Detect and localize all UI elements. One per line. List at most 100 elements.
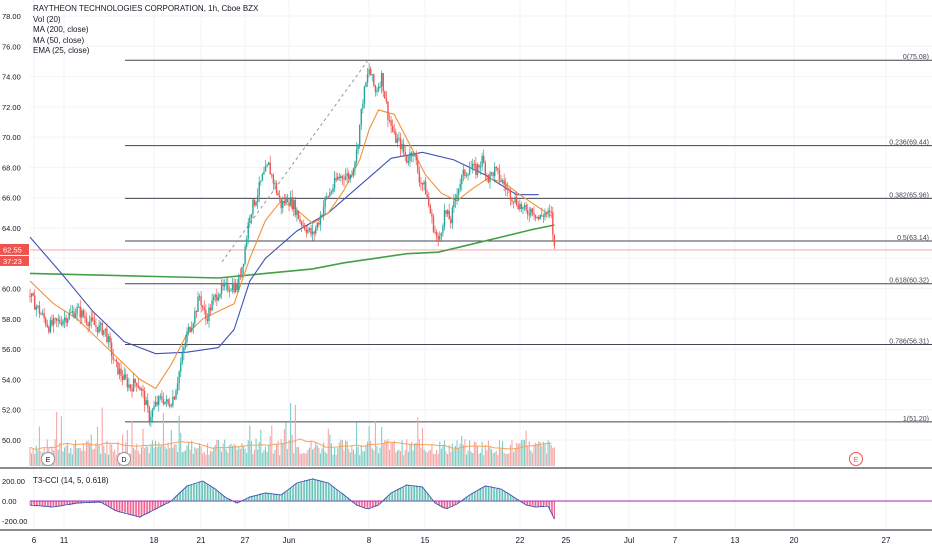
volume-bar <box>379 447 381 466</box>
volume-bar <box>269 436 271 466</box>
candle-body <box>74 313 77 318</box>
candle-body <box>109 336 111 343</box>
volume-bar <box>534 442 537 466</box>
indicator-ema25[interactable]: EMA (25, close) <box>33 46 90 55</box>
volume-bar <box>524 440 526 466</box>
volume-bar <box>475 442 477 466</box>
candle-body <box>206 319 209 321</box>
volume-bar <box>503 452 505 466</box>
volume-bar <box>393 440 395 466</box>
volume-bar <box>436 449 438 466</box>
candle-body <box>409 152 411 162</box>
price-tick-label: 66.00 <box>2 194 21 203</box>
volume-bar <box>340 439 342 466</box>
fibonacci-retracement[interactable]: 0(75.08) 0.236(69.44) 0.382(65.96) 0.5(63.1… <box>125 54 932 423</box>
volume-bar <box>70 447 72 466</box>
volume-bar <box>192 453 194 466</box>
candle-body <box>82 310 85 317</box>
volume-bar <box>527 445 529 466</box>
volume-bar <box>264 446 267 466</box>
candle-body <box>96 326 99 333</box>
candle-body <box>384 91 386 99</box>
volume-bar <box>257 449 259 466</box>
volume-bar <box>167 442 169 466</box>
candle-body <box>227 282 229 291</box>
volume-bar <box>450 452 452 466</box>
candle-body <box>393 131 395 133</box>
price-tick-label: 54.00 <box>2 375 21 384</box>
candle-body <box>162 399 165 404</box>
candle-body <box>40 313 42 315</box>
candle-body <box>368 69 370 75</box>
volume-bar <box>79 447 81 466</box>
cci-indicator-label[interactable]: T3-CCI (14, 5, 0.618) <box>33 476 109 485</box>
volume-bar <box>220 451 223 466</box>
candle-body <box>282 201 284 209</box>
volume-bar <box>305 453 307 466</box>
volume-bar <box>126 430 128 466</box>
fib-level-label: 0(75.08) <box>903 54 929 61</box>
candle-body <box>548 210 551 212</box>
volume-bar <box>382 443 384 466</box>
indicator-ma50[interactable]: MA (50, close) <box>33 35 85 45</box>
volume-bar <box>200 446 202 466</box>
volume-bar <box>139 453 141 466</box>
candle-body <box>212 297 215 301</box>
candle-body <box>511 199 513 202</box>
volume-bar <box>335 454 337 466</box>
symbol-title[interactable]: RAYTHEON TECHNOLOGIES CORPORATION, 1h, C… <box>33 4 259 13</box>
candle-body <box>428 197 430 206</box>
volume-bar <box>282 443 284 466</box>
candle-body <box>432 216 435 232</box>
volume-bar <box>137 450 139 466</box>
volume-bar <box>155 440 157 466</box>
candle-body <box>443 210 446 227</box>
candle-body <box>173 396 176 400</box>
volume-bar <box>114 449 116 466</box>
price-tick-label: 72.00 <box>2 103 21 112</box>
indicator-ma200[interactable]: MA (200, close) <box>33 25 89 34</box>
volume-bar <box>506 454 508 466</box>
volume-bar <box>242 446 245 466</box>
candle-body <box>230 290 232 292</box>
candle-body <box>374 85 377 92</box>
candle-body <box>415 153 417 161</box>
volume-bar <box>412 450 414 466</box>
volume-bar <box>151 440 154 466</box>
volume-bar <box>429 449 431 466</box>
candle-body <box>137 385 140 388</box>
candle-body <box>498 169 501 180</box>
candle-body <box>346 173 348 176</box>
volume-bar <box>150 444 152 466</box>
candle-body <box>107 336 110 343</box>
candle-body <box>134 379 136 383</box>
volume-bar <box>134 449 136 466</box>
candle-body <box>308 228 311 230</box>
volume-bar <box>173 444 175 466</box>
candle-body <box>376 90 378 92</box>
volume-bar <box>288 439 290 466</box>
volume-bar <box>56 412 58 466</box>
volume-bar <box>103 445 105 466</box>
volume-bar <box>377 453 380 466</box>
volume-bar <box>467 450 469 466</box>
candle-body <box>322 206 325 215</box>
candle-body <box>184 341 187 348</box>
volume-bar <box>233 443 235 466</box>
candle-body <box>475 163 477 175</box>
volume-bar <box>112 451 114 466</box>
candle-body <box>451 207 454 224</box>
candle-body <box>545 212 548 214</box>
candle-body <box>483 155 485 163</box>
candle-body <box>191 328 193 332</box>
candle-body <box>294 200 297 216</box>
indicator-volume[interactable]: Vol (20) <box>33 14 61 24</box>
candle-body <box>486 174 488 176</box>
candle-body <box>300 221 303 226</box>
volume-bar <box>316 445 318 466</box>
candle-body <box>255 201 257 206</box>
candle-body <box>54 318 56 320</box>
